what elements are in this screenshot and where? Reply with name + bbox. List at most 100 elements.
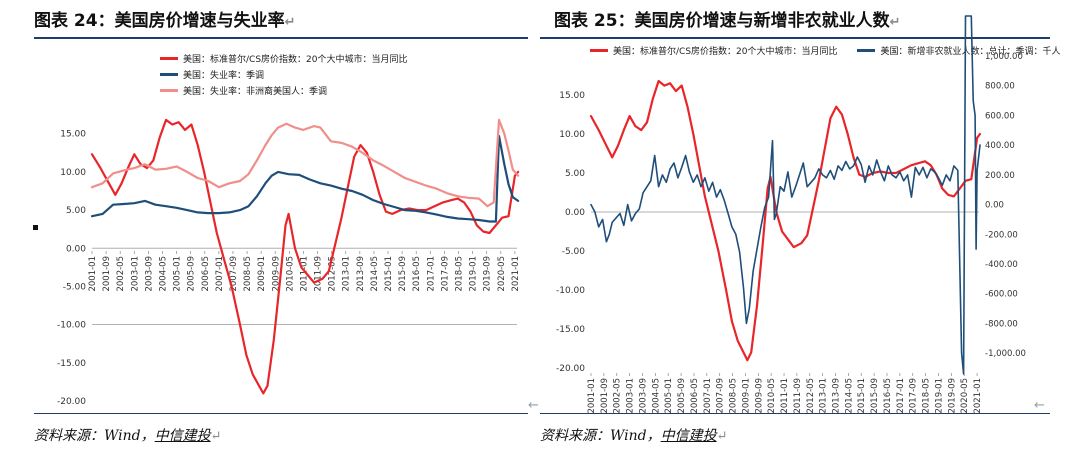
x-tick-label: 2018-05	[455, 256, 465, 292]
y-tick-label: -5.00	[562, 247, 586, 257]
y-tick-label: -15.00	[556, 325, 585, 335]
x-tick-label: 2015-09	[870, 378, 880, 414]
legend-item-home-price: 美国：标准普尔/CS房价指数：20个大中城市：当月同比	[590, 42, 837, 58]
x-tick-label: 2016-05	[883, 378, 893, 414]
legend-swatch	[160, 88, 178, 92]
legend-item-home-price: 美国：标准普尔/CS房价指数：20个大中城市：当月同比	[160, 50, 407, 66]
series-line-0	[589, 79, 982, 362]
x-tick-label: 2003-01	[130, 256, 140, 292]
x-tick-label: 2017-01	[426, 256, 436, 292]
x-tick-label: 2019-09	[947, 378, 957, 414]
figure-25-chart: 15.00 10.00 5.00 0.00 -5.00 -10.00 -15.00 -20.0…	[556, 15, 1026, 414]
x-tick-label: 2020-05	[497, 256, 507, 292]
legend-swatch	[160, 72, 178, 76]
bullet-mark	[33, 225, 38, 230]
x-tick-label: 2016-05	[412, 256, 422, 292]
x-tick-label: 2009-01	[257, 256, 267, 292]
x-tick-label: 2015-01	[857, 378, 867, 414]
figure-24-chart: 15.00 10.00 5.00 0.00 -5.00 -10.00 -15.00 -20.0…	[57, 118, 521, 407]
legend-swatch	[857, 48, 876, 52]
x-tick-label: 2015-01	[384, 256, 394, 292]
y-right-tick-label: 400.00	[985, 141, 1015, 151]
x-tick-label: 2017-01	[896, 378, 906, 414]
x-tick-label: 2019-09	[483, 256, 493, 292]
x-tick-label: 2013-01	[342, 256, 352, 292]
x-tick-label: 2005-09	[187, 256, 197, 292]
x-tick-label: 2004-05	[158, 256, 168, 292]
figure-24-source: 资料来源：Wind，中信建投↵	[34, 428, 222, 444]
series-line-1	[590, 15, 981, 375]
legend-label: 美国：标准普尔/CS房价指数：20个大中城市：当月同比	[613, 46, 838, 57]
x-tick-label: 2014-05	[370, 256, 380, 292]
x-tick-label: 2013-01	[819, 378, 829, 414]
x-tick-label: 2021-01	[973, 378, 983, 414]
y-right-tick-label: 1,000.00	[985, 52, 1023, 62]
y-right-tick-label: -600.00	[985, 290, 1018, 300]
x-tick-label: 2005-09	[677, 378, 687, 414]
x-tick-label: 2015-09	[398, 256, 408, 292]
y-tick-label: -20.00	[57, 397, 86, 407]
x-tick-label: 2013-09	[832, 378, 842, 414]
title-rule	[540, 37, 1050, 39]
x-tick-label: 2005-01	[664, 378, 674, 414]
figure-25-legend: 美国：标准普尔/CS房价指数：20个大中城市：当月同比 美国：新增非农就业人数：…	[590, 42, 1061, 58]
x-tick-label: 2003-09	[638, 378, 648, 414]
bottom-rule	[540, 413, 1050, 414]
x-tick-label: 2019-01	[934, 378, 944, 414]
x-tick-label: 2007-01	[703, 378, 713, 414]
x-tick-label: 2008-05	[729, 378, 739, 414]
x-tick-label: 2012-05	[806, 378, 816, 414]
y-right-tick-label: -800.00	[985, 319, 1018, 329]
x-tick-label: 2009-09	[754, 378, 764, 414]
x-tick-label: 2001-01	[88, 256, 98, 292]
figure-25-source: 资料来源：Wind，中信建投↵	[540, 428, 728, 444]
x-tick-label: 2009-01	[741, 378, 751, 414]
x-tick-label: 2007-09	[716, 378, 726, 414]
x-tick-label: 2009-09	[271, 256, 281, 292]
x-tick-label: 2006-05	[201, 256, 211, 292]
y-right-tick-label: -1,000.00	[985, 349, 1026, 359]
x-tick-label: 2004-05	[651, 378, 661, 414]
x-tick-label: 2001-09	[102, 256, 112, 292]
legend-swatch	[160, 56, 178, 60]
x-tick-label: 2014-05	[844, 378, 854, 414]
legend-item-black-unemployment: 美国：失业率：非洲裔美国人：季调	[160, 82, 407, 98]
y-tick-label: -20.00	[556, 364, 585, 374]
x-tick-label: 2007-01	[215, 256, 225, 292]
scroll-left-arrow-icon: ←	[1034, 398, 1045, 413]
y-tick-label: -10.00	[57, 321, 86, 331]
x-tick-label: 2002-05	[116, 256, 126, 292]
x-tick-label: 2001-01	[587, 378, 597, 414]
x-tick-label: 2003-01	[626, 378, 636, 414]
legend-label: 美国：失业率：季调	[183, 70, 265, 81]
x-tick-label: 2003-09	[144, 256, 154, 292]
figure-24-legend: 美国：标准普尔/CS房价指数：20个大中城市：当月同比 美国：失业率：季调 美国…	[160, 50, 407, 98]
series-line-2	[90, 118, 520, 208]
y-right-tick-label: 200.00	[985, 171, 1015, 181]
x-tick-label: 2002-05	[613, 378, 623, 414]
title-rule	[34, 37, 528, 39]
legend-label: 美国：标准普尔/CS房价指数：20个大中城市：当月同比	[183, 54, 408, 65]
legend-item-unemployment: 美国：失业率：季调	[160, 66, 407, 82]
x-tick-label: 2005-01	[173, 256, 183, 292]
y-tick-label: 5.00	[565, 169, 585, 179]
figure-25-panel: 图表 25：美国房价增速与新增非农就业人数↵ 美国：标准普尔/CS房价指数：20…	[528, 0, 1079, 460]
series-line-1	[90, 134, 520, 223]
bottom-rule	[34, 413, 528, 414]
legend-swatch	[590, 48, 608, 52]
legend-item-nonfarm-payrolls: 美国：新增非农就业人数：总计：季调：千人	[857, 42, 1061, 58]
y-tick-label: -15.00	[57, 359, 86, 369]
x-tick-label: 2013-09	[356, 256, 366, 292]
y-tick-label: 15.00	[559, 91, 585, 101]
y-right-tick-label: 0.00	[985, 201, 1004, 211]
series-line-0	[90, 118, 520, 395]
y-right-tick-label: -200.00	[985, 230, 1018, 240]
y-tick-label: 5.00	[66, 206, 86, 216]
x-tick-label: 2011-01	[299, 256, 309, 292]
x-tick-label: 2017-09	[909, 378, 919, 414]
y-right-tick-label: 800.00	[985, 82, 1015, 92]
y-tick-label: 0.00	[565, 208, 585, 218]
y-tick-label: 10.00	[559, 130, 585, 140]
x-tick-label: 2011-01	[780, 378, 790, 414]
x-tick-label: 2006-05	[690, 378, 700, 414]
